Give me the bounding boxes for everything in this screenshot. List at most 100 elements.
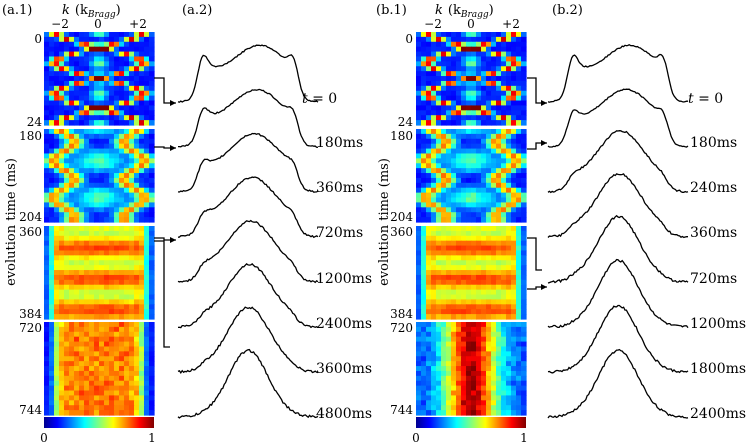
heatmap-cell xyxy=(59,279,65,286)
heatmap-cell xyxy=(114,400,120,406)
heatmap-cell xyxy=(471,148,477,155)
heatmap-cell xyxy=(44,304,50,310)
heatmap-cell xyxy=(114,61,120,67)
heatmap-cell xyxy=(129,265,135,271)
heatmap-cell xyxy=(119,80,125,87)
heatmap-cell xyxy=(456,129,462,135)
heatmap-cell xyxy=(481,314,487,320)
heatmap-cell xyxy=(144,351,150,357)
heatmap-cell xyxy=(114,390,120,397)
heatmap-cell xyxy=(421,230,427,237)
heatmap-cell xyxy=(119,255,125,261)
heatmap-cell xyxy=(129,395,135,401)
heatmap-cell xyxy=(84,346,90,352)
heatmap-cell xyxy=(114,66,120,72)
heatmap-cell xyxy=(59,322,65,328)
heatmap-cell xyxy=(521,410,527,416)
heatmap-cell xyxy=(79,187,85,194)
heatmap-cell xyxy=(144,289,150,296)
heatmap-cell xyxy=(496,284,502,291)
heatmap-cell xyxy=(451,260,457,266)
heatmap-cell xyxy=(49,153,55,159)
heatmap-cell xyxy=(74,46,80,53)
heatmap-cell xyxy=(69,270,75,276)
heatmap-cell xyxy=(119,361,125,367)
heatmap-cell xyxy=(139,182,145,189)
time-label-a2-0: t = 0 xyxy=(302,91,337,107)
heatmap-cell xyxy=(521,230,527,237)
heatmap-cell xyxy=(491,331,497,338)
heatmap-cell xyxy=(461,80,467,87)
heatmap-cell xyxy=(516,71,522,77)
heatmap-cell xyxy=(44,336,50,343)
heatmap-cell xyxy=(94,168,100,174)
heatmap-cell xyxy=(511,61,517,67)
heatmap-cell xyxy=(496,133,502,140)
heatmap-cell xyxy=(69,46,75,53)
heatmap-cell xyxy=(496,163,502,169)
heatmap-cell xyxy=(446,336,452,343)
heatmap-cell xyxy=(59,341,65,348)
heatmap-cell xyxy=(59,226,65,232)
heatmap-cell xyxy=(44,405,50,411)
heatmap-cell xyxy=(129,235,135,242)
heatmap-cell xyxy=(44,85,50,92)
heatmap-cell xyxy=(471,212,477,218)
heatmap-cell xyxy=(431,366,437,372)
heatmap-cell xyxy=(119,133,125,140)
heatmap-cell xyxy=(521,279,527,286)
heatmap-cell xyxy=(124,115,130,121)
heatmap-cell xyxy=(441,410,447,416)
heatmap-cell xyxy=(431,76,437,82)
heatmap-cell xyxy=(54,173,60,179)
heatmap-cell xyxy=(94,400,100,406)
heatmap-cell xyxy=(74,85,80,92)
heatmap-cell xyxy=(486,284,492,291)
heatmap-cell xyxy=(134,289,140,296)
heatmap-cell xyxy=(436,230,442,237)
heatmap-cell xyxy=(481,240,487,247)
heatmap-cell xyxy=(521,56,527,62)
heatmap-cell xyxy=(64,361,70,367)
heatmap-cell xyxy=(421,36,427,43)
heatmap-cell xyxy=(486,279,492,286)
heatmap-cell xyxy=(99,138,105,145)
heatmap-cell xyxy=(431,207,437,213)
heatmap-cell xyxy=(144,410,150,416)
heatmap-cell xyxy=(436,380,442,387)
heatmap-cell xyxy=(94,260,100,266)
heatmap-cell xyxy=(44,341,50,348)
momentum-profile-trace xyxy=(177,306,319,374)
heatmap-cell xyxy=(436,284,442,291)
heatmap-cell xyxy=(99,182,105,189)
heatmap-cell xyxy=(149,284,155,291)
heatmap-cell xyxy=(124,390,130,397)
heatmap-cell xyxy=(416,395,422,401)
heatmap-cell xyxy=(456,80,462,87)
heatmap-cell xyxy=(89,138,95,145)
heatmap-cell xyxy=(476,148,482,155)
heatmap-cell xyxy=(129,375,135,382)
heatmap-cell xyxy=(134,265,140,271)
heatmap-cell xyxy=(74,115,80,121)
heatmap-cell xyxy=(511,173,517,179)
heatmap-cell xyxy=(451,148,457,155)
heatmap-cell xyxy=(99,148,105,155)
heatmap-cell xyxy=(139,100,145,107)
heatmap-cell xyxy=(124,120,130,126)
heatmap-cell xyxy=(149,182,155,189)
heatmap-cell xyxy=(74,197,80,204)
heatmap-cell xyxy=(139,370,145,377)
heatmap-cell xyxy=(104,187,110,194)
heatmap-cell xyxy=(79,129,85,135)
heatmap-cell xyxy=(496,187,502,194)
heatmap-cell xyxy=(104,177,110,184)
heatmap-cell xyxy=(139,187,145,194)
heatmap-cell xyxy=(84,226,90,232)
heatmap-cell xyxy=(511,46,517,53)
heatmap-cell xyxy=(124,279,130,286)
heatmap-cell xyxy=(79,299,85,305)
heatmap-cell xyxy=(74,148,80,155)
heatmap-cell xyxy=(446,309,452,315)
heatmap-cell xyxy=(456,197,462,204)
